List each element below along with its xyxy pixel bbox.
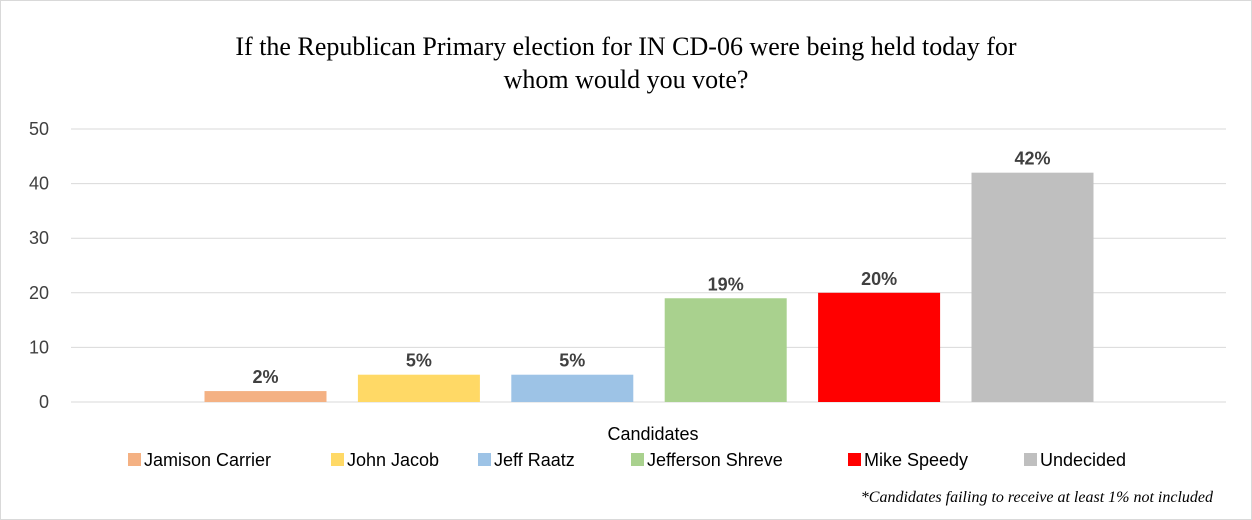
y-tick-label: 10 — [29, 337, 49, 357]
y-tick-label: 20 — [29, 283, 49, 303]
bars — [204, 172, 1094, 402]
legend-swatch — [478, 453, 491, 466]
legend: Jamison Carrier John Jacob Jeff Raatz Jeffe… — [128, 450, 1126, 470]
y-tick-label: 40 — [29, 174, 49, 194]
y-tick-label: 0 — [39, 392, 49, 412]
bar-undecided — [971, 172, 1094, 402]
data-label: 20% — [861, 269, 897, 289]
legend-label: Mike Speedy — [864, 450, 968, 470]
legend-swatch — [631, 453, 644, 466]
bar-jeff-raatz — [511, 374, 634, 402]
legend-label: Jeff Raatz — [494, 450, 575, 470]
chart-title-line-2: whom would you vote? — [504, 65, 749, 94]
legend-label: John Jacob — [347, 450, 439, 470]
legend-label: Jefferson Shreve — [647, 450, 783, 470]
legend-label: Jamison Carrier — [144, 450, 271, 470]
legend-swatch — [331, 453, 344, 466]
y-axis-ticks: 0 10 20 30 40 50 — [29, 119, 49, 412]
legend-swatch — [1024, 453, 1037, 466]
legend-swatch — [848, 453, 861, 466]
y-tick-label: 50 — [29, 119, 49, 139]
data-label: 2% — [252, 367, 278, 387]
bar-jefferson-shreve — [664, 298, 787, 402]
data-label: 5% — [406, 351, 432, 371]
data-label: 19% — [708, 274, 744, 294]
x-axis-title: Candidates — [607, 424, 698, 444]
y-tick-label: 30 — [29, 228, 49, 248]
bar-jamison-carrier — [204, 391, 327, 402]
chart-title-line-1: If the Republican Primary election for I… — [235, 32, 1017, 61]
footnote: *Candidates failing to receive at least … — [861, 489, 1214, 506]
bar-mike-speedy — [818, 292, 941, 402]
bar-john-jacob — [357, 374, 480, 402]
legend-label: Undecided — [1040, 450, 1126, 470]
data-label: 5% — [559, 351, 585, 371]
data-label: 42% — [1014, 149, 1050, 169]
legend-swatch — [128, 453, 141, 466]
data-labels: 2% 5% 5% 19% 20% 42% — [252, 149, 1050, 387]
